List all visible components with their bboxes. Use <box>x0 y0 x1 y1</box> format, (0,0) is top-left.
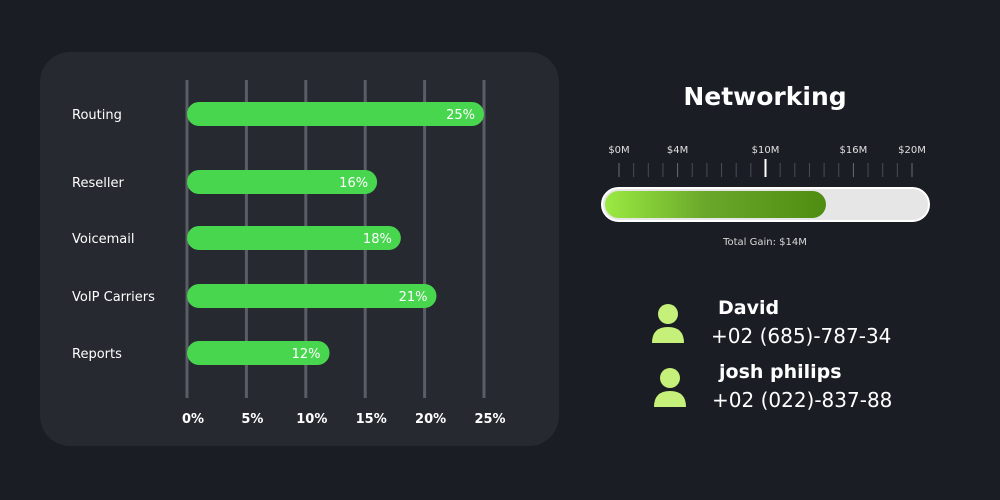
contact-phone: +02 (022)-837-88 <box>712 388 893 412</box>
bar <box>187 341 330 365</box>
x-tick-label: 25% <box>474 412 505 427</box>
category-label: Reports <box>72 347 122 362</box>
bar <box>187 170 378 194</box>
total-gain-caption: Total Gain: $14M <box>723 237 807 248</box>
bar-value-label: 18% <box>363 232 392 247</box>
x-tick-label: 20% <box>415 412 446 427</box>
bar <box>187 102 484 126</box>
bar-value-label: 12% <box>292 347 321 362</box>
category-label: Reseller <box>72 176 124 191</box>
scale-label: $4M <box>667 145 688 156</box>
progress-fill <box>605 191 826 218</box>
x-tick-label: 5% <box>241 412 263 427</box>
category-label: Routing <box>72 108 122 123</box>
networking-title: Networking <box>683 82 847 111</box>
contact-phone: +02 (685)-787-34 <box>711 324 892 348</box>
contact-name: josh philips <box>719 361 842 383</box>
bar-value-label: 21% <box>399 290 428 305</box>
category-label: VoIP Carriers <box>72 290 155 305</box>
bar-value-label: 16% <box>339 176 368 191</box>
x-tick-label: 15% <box>356 412 387 427</box>
scale-label: $16M <box>840 145 868 156</box>
category-label: Voicemail <box>72 232 134 247</box>
x-tick-label: 10% <box>296 412 327 427</box>
scale-label: $0M <box>608 145 629 156</box>
scale-label: $10M <box>752 145 780 156</box>
contact-name: David <box>718 297 780 319</box>
bar <box>187 284 437 308</box>
bar <box>187 226 401 250</box>
user-icon <box>652 304 684 343</box>
x-tick-label: 0% <box>182 412 204 427</box>
bar-value-label: 25% <box>446 108 475 123</box>
progress-track <box>601 187 930 222</box>
scale-label: $20M <box>898 145 926 156</box>
user-icon <box>654 368 686 407</box>
